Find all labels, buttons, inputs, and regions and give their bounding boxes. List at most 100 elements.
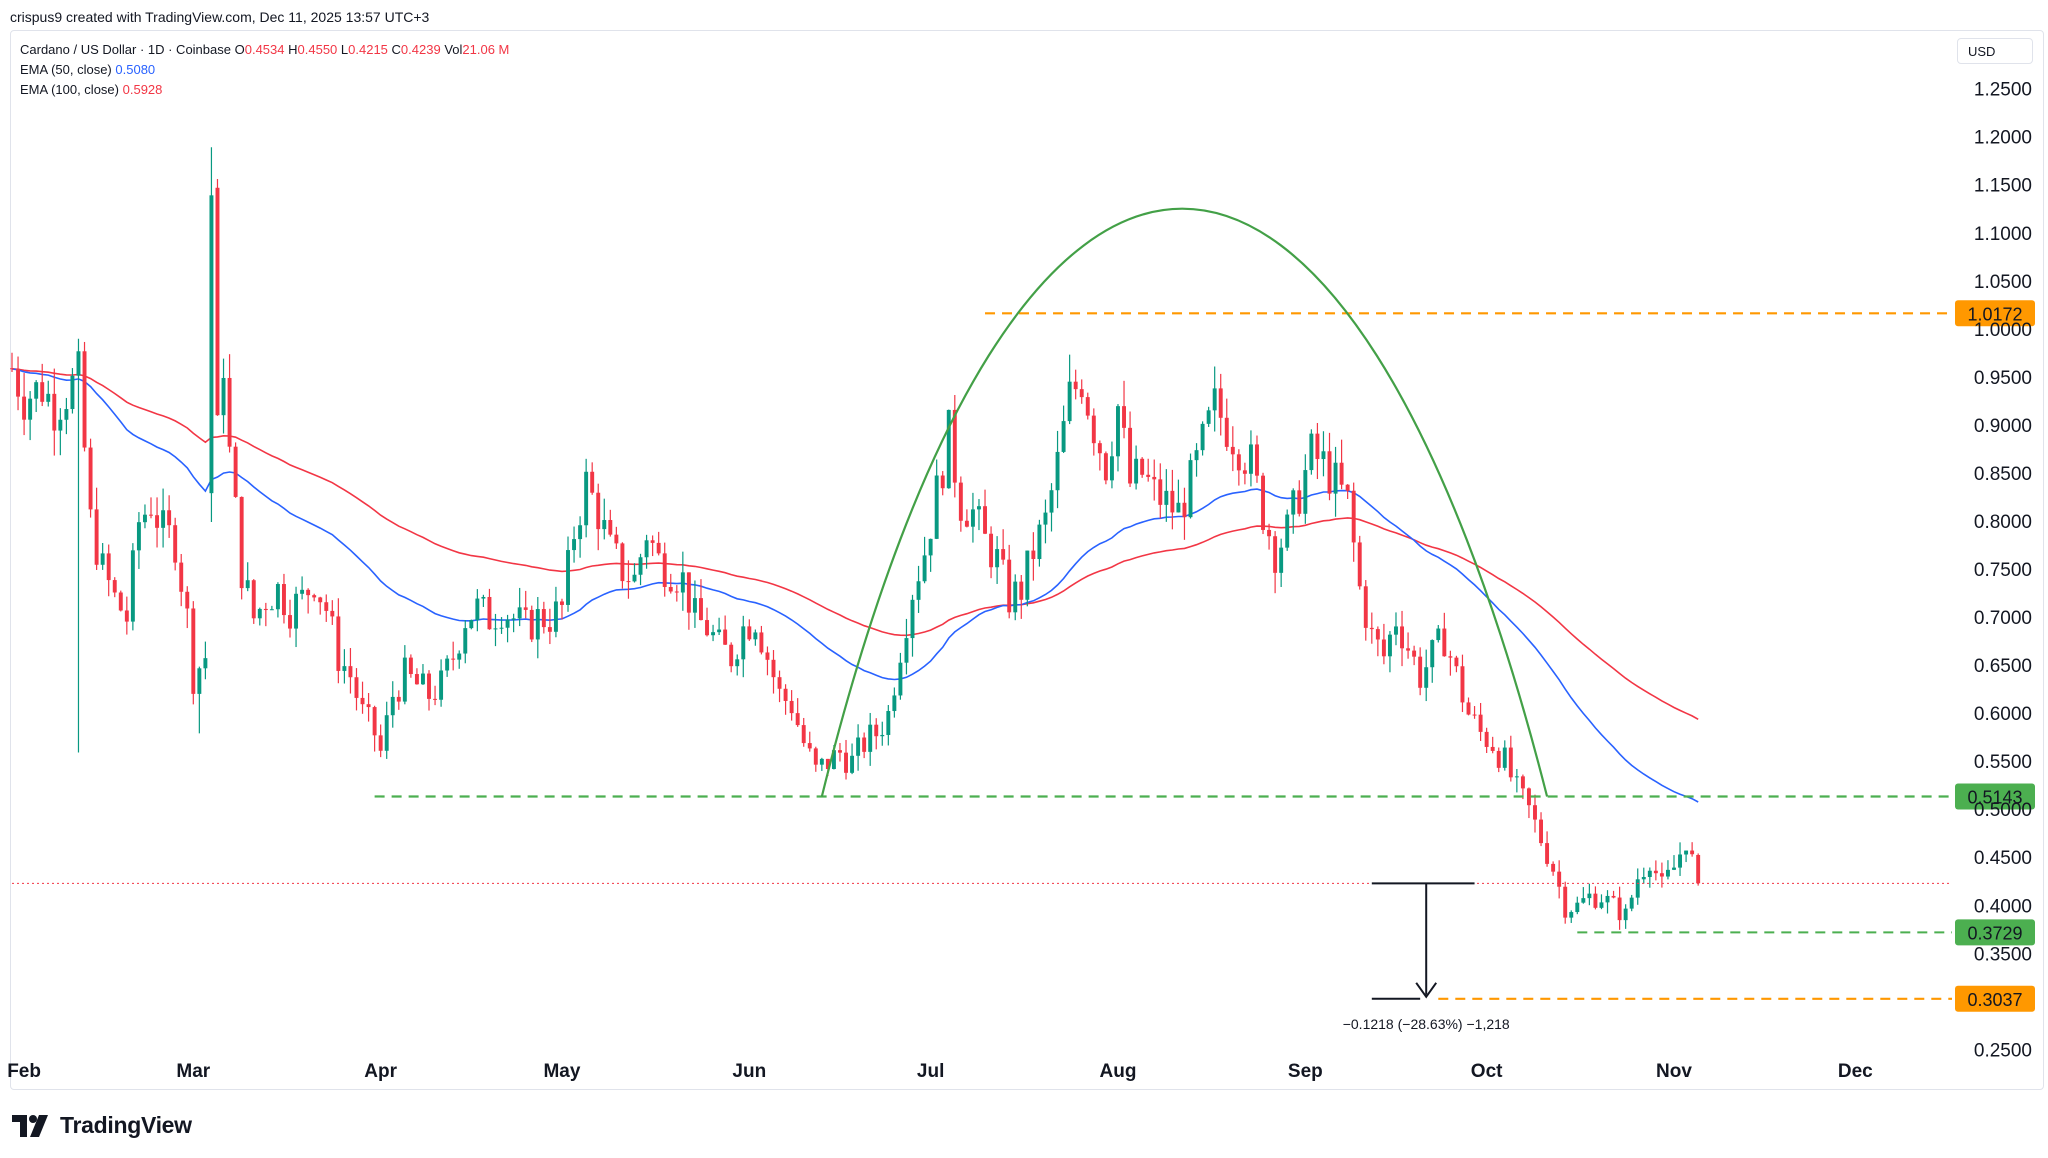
candle-body [1116,406,1120,457]
candle-body [76,351,81,376]
candle-body [1079,389,1084,398]
candle-body [1696,854,1701,884]
candle-body [1224,417,1229,447]
x-tick-label: Dec [1838,1061,1873,1082]
candle-body [324,602,329,611]
candle-body [1684,850,1689,855]
candle-body [886,711,891,735]
candle-body [1188,460,1193,518]
candle-body [1484,731,1489,747]
candle-body [1617,897,1622,921]
candle-body [838,750,842,753]
candle-body [1526,788,1531,806]
candle-body [638,557,643,575]
candle-body [970,509,975,527]
chart-credit: crispus9 created with TradingView.com, D… [10,9,430,25]
rounded-top-curve [820,207,1549,797]
y-tick-label: 0.5500 [1974,752,2032,773]
candle-body [523,607,528,610]
candle-body [1273,536,1278,573]
y-tick-label: 0.3500 [1974,944,2032,965]
candle-body [662,553,667,587]
candle-body [517,607,522,619]
candle-body [626,581,631,583]
candle-body [1315,433,1320,460]
candle-body [46,393,51,402]
candle-body [124,610,129,622]
currency-button[interactable]: USD [1957,38,2033,64]
candle-body [336,616,341,671]
candle-body [342,666,347,671]
candle-body [620,543,625,582]
candle-body [1508,747,1513,778]
y-tick-label: 0.8500 [1974,464,2032,485]
measure-label: −0.1218 (−28.63%) −1,218 [1343,1016,1510,1032]
candle-body [771,659,776,678]
candle-body [1164,490,1169,505]
candle-body [58,419,63,431]
candle-body [632,574,637,582]
candle-body [221,377,226,416]
candle-body [1369,627,1374,630]
candle-body [1067,381,1072,422]
ema50-line [11,368,1699,803]
y-tick-label: 0.9500 [1974,368,2032,389]
candle-body [1599,902,1604,908]
candle-body [686,572,691,613]
x-tick-label: Mar [176,1061,210,1082]
candle-body [34,382,39,399]
candle-body [1412,650,1417,657]
candle-body [608,520,613,535]
candle-body [94,509,99,565]
ema100-value: 0.5928 [122,82,163,97]
candle-body [1007,559,1012,613]
candle-body [850,755,855,773]
candle-body [541,609,546,628]
candle-body [22,396,27,420]
candle-body [1520,776,1525,789]
close-value: 0.4239 [400,42,441,57]
candle-body [578,525,583,540]
candle-body [1502,747,1507,768]
candle-body [1236,454,1241,471]
candle-body [167,510,172,526]
candle-body [1279,547,1284,573]
candle-body [64,409,69,420]
candle-body [644,540,649,558]
candle-body [668,586,673,592]
candle-body [142,514,147,523]
candle-body [1623,908,1628,921]
candle-body [1206,410,1211,424]
candle-body [898,662,903,696]
candle-body [16,368,21,397]
candle-body [1230,446,1235,455]
candle-body [257,608,262,619]
candle-body [1581,898,1586,903]
resistance-price-label-bg [1955,300,2035,327]
tradingview-logo[interactable]: TradingView [12,1112,192,1139]
candle-body [312,595,317,598]
candle-body [916,581,921,600]
candle-body [590,471,595,493]
candle-body [414,674,419,685]
candle-body [100,553,105,565]
candle-body [1339,462,1344,485]
support-price-label: 0.5143 [1967,787,2022,807]
candle-body [281,584,286,616]
candle-body [1593,893,1598,908]
candle-body [1031,550,1036,560]
candle-body [372,707,377,736]
ema50-value: 0.5080 [115,62,156,77]
x-tick-label: Aug [1100,1061,1137,1082]
candle-body [396,696,401,702]
candle-body [989,533,994,568]
candle-body [1212,388,1217,411]
candle-body [161,510,166,528]
candle-body [390,696,395,716]
candle-body [185,591,190,609]
candle-body [1659,873,1664,877]
candle-body [1109,456,1114,481]
candle-body [650,540,655,543]
candle-body [940,475,945,489]
